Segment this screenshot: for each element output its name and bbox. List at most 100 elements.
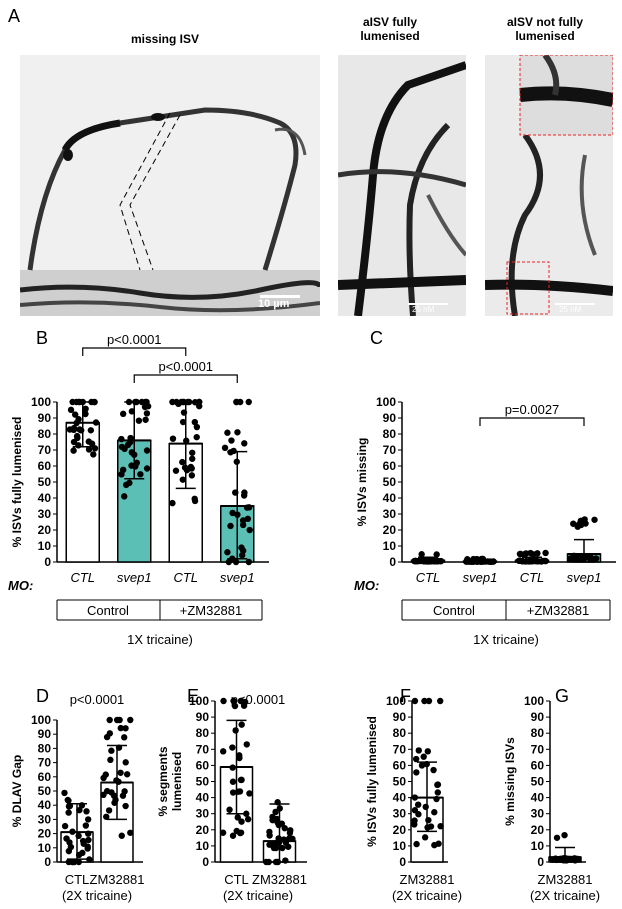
chart-d-y-tick-label: 100 — [31, 713, 51, 727]
chart-e: 0 10 20 30 40 50 60 70 80 90 100 % segmentslumenise… — [158, 692, 307, 903]
chart-g-y-tick-label: 100 — [524, 694, 544, 708]
chart-d-data-point — [106, 716, 113, 724]
chart-f-data-point — [421, 834, 429, 841]
chart-b-data-point — [135, 417, 143, 424]
chart-e-data-point — [236, 754, 243, 762]
chart-f-y-tick-label: 10 — [393, 839, 407, 853]
chart-e-data-point — [241, 698, 249, 706]
chart-f-data-point — [427, 823, 435, 830]
chart-b-data-point — [227, 522, 234, 530]
chart-d-data-point — [61, 822, 69, 830]
chart-d-y-tick-label: 0 — [44, 855, 51, 869]
chart-e-y-tick-label: 20 — [196, 823, 210, 837]
chart-f-y-tick-label: 20 — [393, 823, 407, 837]
panel-letter-g: G — [555, 686, 570, 706]
chart-f-y-tick-label: 40 — [393, 791, 407, 805]
chart-b-data-point — [66, 426, 74, 433]
chart-b-y-tick-label: 50 — [38, 475, 52, 489]
image-title-notfull: aISV not fully lumenised — [480, 15, 610, 43]
chart-b: 0 10 20 30 40 50 60 70 80 90 100 % ISVs fully lumen… — [8, 332, 269, 647]
chart-f-data-point — [425, 697, 433, 705]
chart-b-data-point — [179, 458, 186, 466]
scale-bar-notfull: 25 nM — [559, 305, 582, 314]
chart-d-data-point — [113, 716, 121, 724]
chart-d-y-tick-label: 30 — [38, 812, 52, 826]
chart-d-data-point — [118, 832, 125, 839]
chart-d-data-point — [122, 725, 129, 732]
chart-f-y-tick-label: 90 — [393, 710, 407, 724]
chart-e-data-point — [238, 776, 245, 784]
chart-f-y-tick-label: 80 — [393, 726, 407, 740]
chart-e-data-point — [279, 844, 286, 852]
chart-e-data-point — [236, 788, 244, 795]
chart-b-y-tick-label: 70 — [38, 443, 52, 457]
chart-e-data-point — [238, 818, 245, 825]
micrograph-missing-drawing — [20, 55, 320, 316]
chart-f-data-point — [412, 755, 420, 763]
chart-e-data-point — [229, 778, 237, 785]
image-title-full-l2: lumenised — [360, 29, 420, 43]
chart-b-data-point — [121, 493, 128, 500]
chart-b-data-point — [228, 437, 235, 444]
chart-c-y-tick-label: 10 — [383, 539, 397, 553]
chart-d-data-point — [122, 802, 129, 810]
chart-e-category-label: ZM32881 — [252, 872, 307, 887]
chart-d-y-tick-label: 40 — [38, 798, 52, 812]
chart-d-data-point — [75, 858, 83, 866]
chart-b-data-point — [142, 416, 149, 423]
chart-b-data-point — [118, 471, 125, 478]
chart-b-data-point — [244, 515, 252, 523]
chart-f-sublabel: (2X tricaine) — [392, 888, 462, 903]
chart-e-data-point — [286, 835, 293, 842]
chart-g-y-tick-label: 80 — [531, 726, 545, 740]
chart-b-significance-bracket — [133, 374, 238, 383]
chart-f-y-tick-label: 0 — [399, 855, 406, 869]
chart-d-data-point — [84, 816, 92, 823]
chart-f-data-point — [418, 762, 426, 769]
chart-e-y-tick-label: 90 — [196, 710, 210, 724]
chart-b-y-tick-label: 30 — [38, 507, 52, 521]
chart-d-data-point — [79, 849, 86, 857]
chart-e-p-value: p<0.0001 — [231, 692, 286, 707]
chart-c-y-tick-label: 80 — [383, 427, 397, 441]
chart-e-data-point — [229, 744, 236, 751]
chart-g: 0 10 20 30 40 50 60 70 80 90 100 % missing ISVs ZM32… — [503, 694, 600, 903]
chart-e-data-point — [285, 843, 292, 850]
chart-b-data-point — [240, 492, 248, 499]
chart-d-data-point — [127, 716, 134, 724]
chart-g-data-point — [553, 834, 561, 841]
chart-b-data-point — [239, 521, 247, 529]
chart-b-y-tick-label: 80 — [38, 427, 52, 441]
chart-c-data-point — [576, 553, 584, 561]
chart-f-data-point — [431, 809, 438, 816]
chart-b-data-point — [71, 411, 79, 418]
micrograph-notfull-drawing — [485, 55, 613, 316]
chart-e-data-point — [270, 844, 278, 852]
chart-e-data-point — [272, 808, 279, 816]
panel-letter-b: B — [36, 328, 49, 348]
chart-d-data-point — [71, 858, 78, 866]
chart-f-data-point — [414, 801, 422, 808]
micrograph-full-drawing — [338, 55, 466, 316]
chart-d-data-point — [103, 787, 111, 795]
chart-b-data-point — [122, 481, 130, 489]
chart-b-data-point — [189, 455, 196, 462]
chart-g-y-tick-label: 90 — [531, 710, 545, 724]
chart-e-data-point — [266, 841, 273, 848]
chart-g-y-tick-label: 50 — [531, 775, 545, 789]
chart-f-y-tick-label: 60 — [393, 758, 407, 772]
chart-f-data-point — [431, 841, 438, 849]
chart-b-data-point — [234, 429, 241, 436]
chart-e-sublabel: (2X tricaine) — [223, 888, 293, 903]
chart-d-y-tick-label: 20 — [38, 827, 52, 841]
chart-d-y-tick-label: 70 — [38, 756, 52, 770]
chart-d-data-point — [123, 771, 131, 778]
image-title-notfull-l2: lumenised — [515, 29, 575, 43]
control-label-c: Control — [433, 603, 475, 618]
chart-b-data-point — [172, 467, 180, 474]
chart-e-category-label: CTL — [224, 872, 249, 887]
chart-b-data-point — [191, 418, 199, 426]
chart-b-data-point — [143, 465, 151, 472]
chart-e-data-point — [229, 832, 237, 839]
chart-b-data-point — [76, 426, 83, 433]
